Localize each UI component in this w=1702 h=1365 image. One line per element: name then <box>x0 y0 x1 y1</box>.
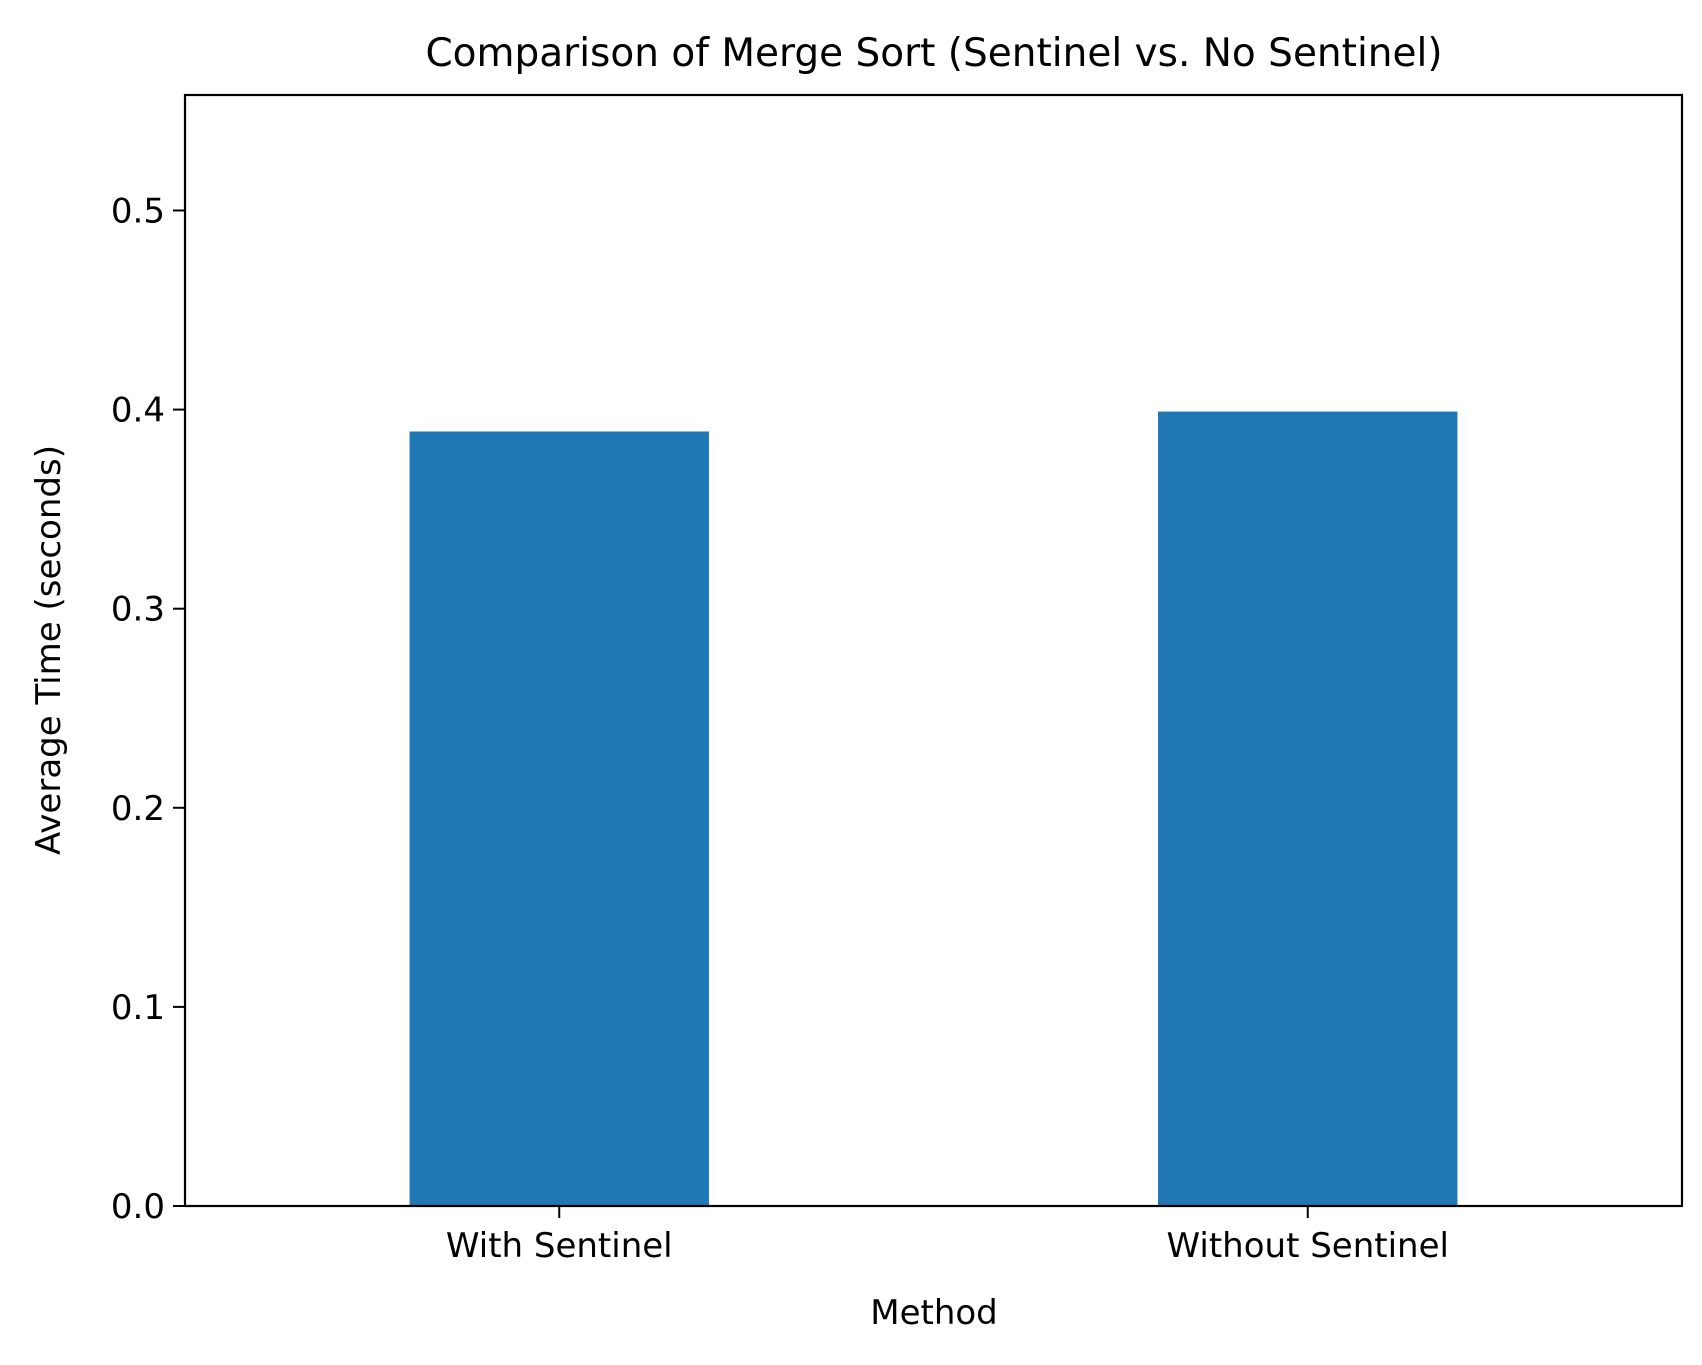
bar-1 <box>1158 411 1458 1206</box>
y-tick-label-1: 0.1 <box>111 988 165 1028</box>
y-tick-label-0: 0.0 <box>111 1187 165 1227</box>
bars-layer <box>409 411 1458 1206</box>
plot-frame <box>183 93 1684 1208</box>
y-axis: 0.0 0.1 0.2 0.3 0.4 0.5 <box>111 191 185 1227</box>
x-axis-label: Method <box>870 1293 998 1333</box>
x-tick-label-1: Without Sentinel <box>1167 1226 1449 1266</box>
y-tick-label-2: 0.2 <box>111 789 165 829</box>
y-tick-label-5: 0.5 <box>111 191 165 231</box>
chart-title: Comparison of Merge Sort (Sentinel vs. N… <box>425 31 1442 76</box>
bar-0 <box>409 431 709 1206</box>
x-tick-label-0: With Sentinel <box>446 1226 673 1266</box>
y-tick-label-3: 0.3 <box>111 590 165 630</box>
x-axis: With Sentinel Without Sentinel <box>446 1206 1449 1266</box>
y-tick-label-4: 0.4 <box>111 391 165 431</box>
y-axis-label: Average Time (seconds) <box>29 445 69 855</box>
